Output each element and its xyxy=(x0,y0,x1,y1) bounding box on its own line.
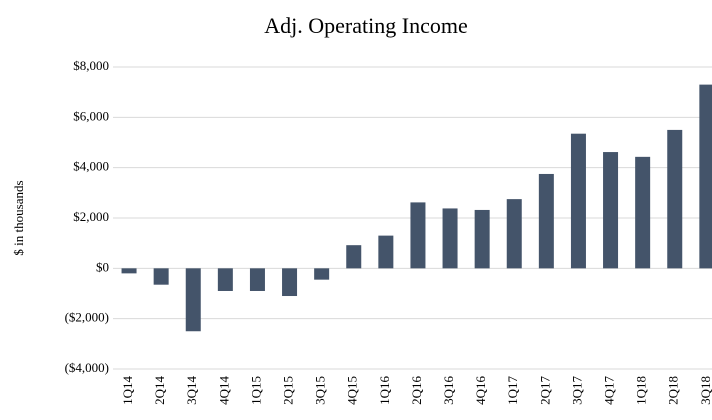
bar xyxy=(635,156,651,269)
x-tick-label: 4Q16 xyxy=(473,376,488,405)
x-tick-label: 1Q14 xyxy=(120,376,135,405)
x-tick-label: 1Q15 xyxy=(248,376,263,405)
x-tick-label: 3Q15 xyxy=(313,376,328,405)
x-tick-label: 1Q18 xyxy=(634,376,649,405)
bar xyxy=(570,133,586,269)
x-tick-label: 4Q15 xyxy=(345,376,360,405)
bar xyxy=(378,235,394,269)
y-tick-label: ($2,000) xyxy=(65,310,109,325)
x-tick-label: 2Q16 xyxy=(409,376,424,405)
bar xyxy=(185,268,201,332)
y-tick-label: $4,000 xyxy=(73,159,109,174)
bar xyxy=(538,173,554,269)
y-tick-label: $0 xyxy=(96,259,109,274)
y-axis-label: $ in thousands xyxy=(11,180,26,255)
y-tick-label: $6,000 xyxy=(73,108,109,123)
chart-title: Adj. Operating Income xyxy=(264,13,467,38)
x-tick-label: 2Q18 xyxy=(666,376,681,405)
bar xyxy=(474,209,490,269)
bar xyxy=(282,268,298,297)
bar xyxy=(153,268,169,285)
x-tick-label: 3Q16 xyxy=(441,376,456,405)
bar xyxy=(346,245,362,269)
bar xyxy=(314,268,330,280)
x-tick-label: 3Q17 xyxy=(569,376,584,405)
x-tick-label: 1Q17 xyxy=(505,376,520,405)
x-tick-label: 4Q14 xyxy=(216,376,231,405)
bar xyxy=(667,129,683,269)
x-tick-label: 2Q14 xyxy=(152,376,167,405)
bar xyxy=(699,84,712,269)
bar xyxy=(506,199,522,269)
y-tick-label: $2,000 xyxy=(73,209,109,224)
bar xyxy=(249,268,265,291)
x-tick-label: 4Q17 xyxy=(602,376,617,405)
bar xyxy=(603,152,619,269)
y-tick-label: ($4,000) xyxy=(65,360,109,375)
y-tick-label: $8,000 xyxy=(73,58,109,73)
bar xyxy=(442,208,458,269)
x-tick-label: 2Q17 xyxy=(537,376,552,405)
bar xyxy=(121,268,137,274)
x-tick-label: 3Q18 xyxy=(698,376,712,405)
bar xyxy=(410,202,426,269)
x-tick-label: 1Q16 xyxy=(377,376,392,405)
x-tick-label: 3Q14 xyxy=(184,376,199,405)
x-tick-label: 2Q15 xyxy=(281,376,296,405)
bar xyxy=(217,268,233,291)
